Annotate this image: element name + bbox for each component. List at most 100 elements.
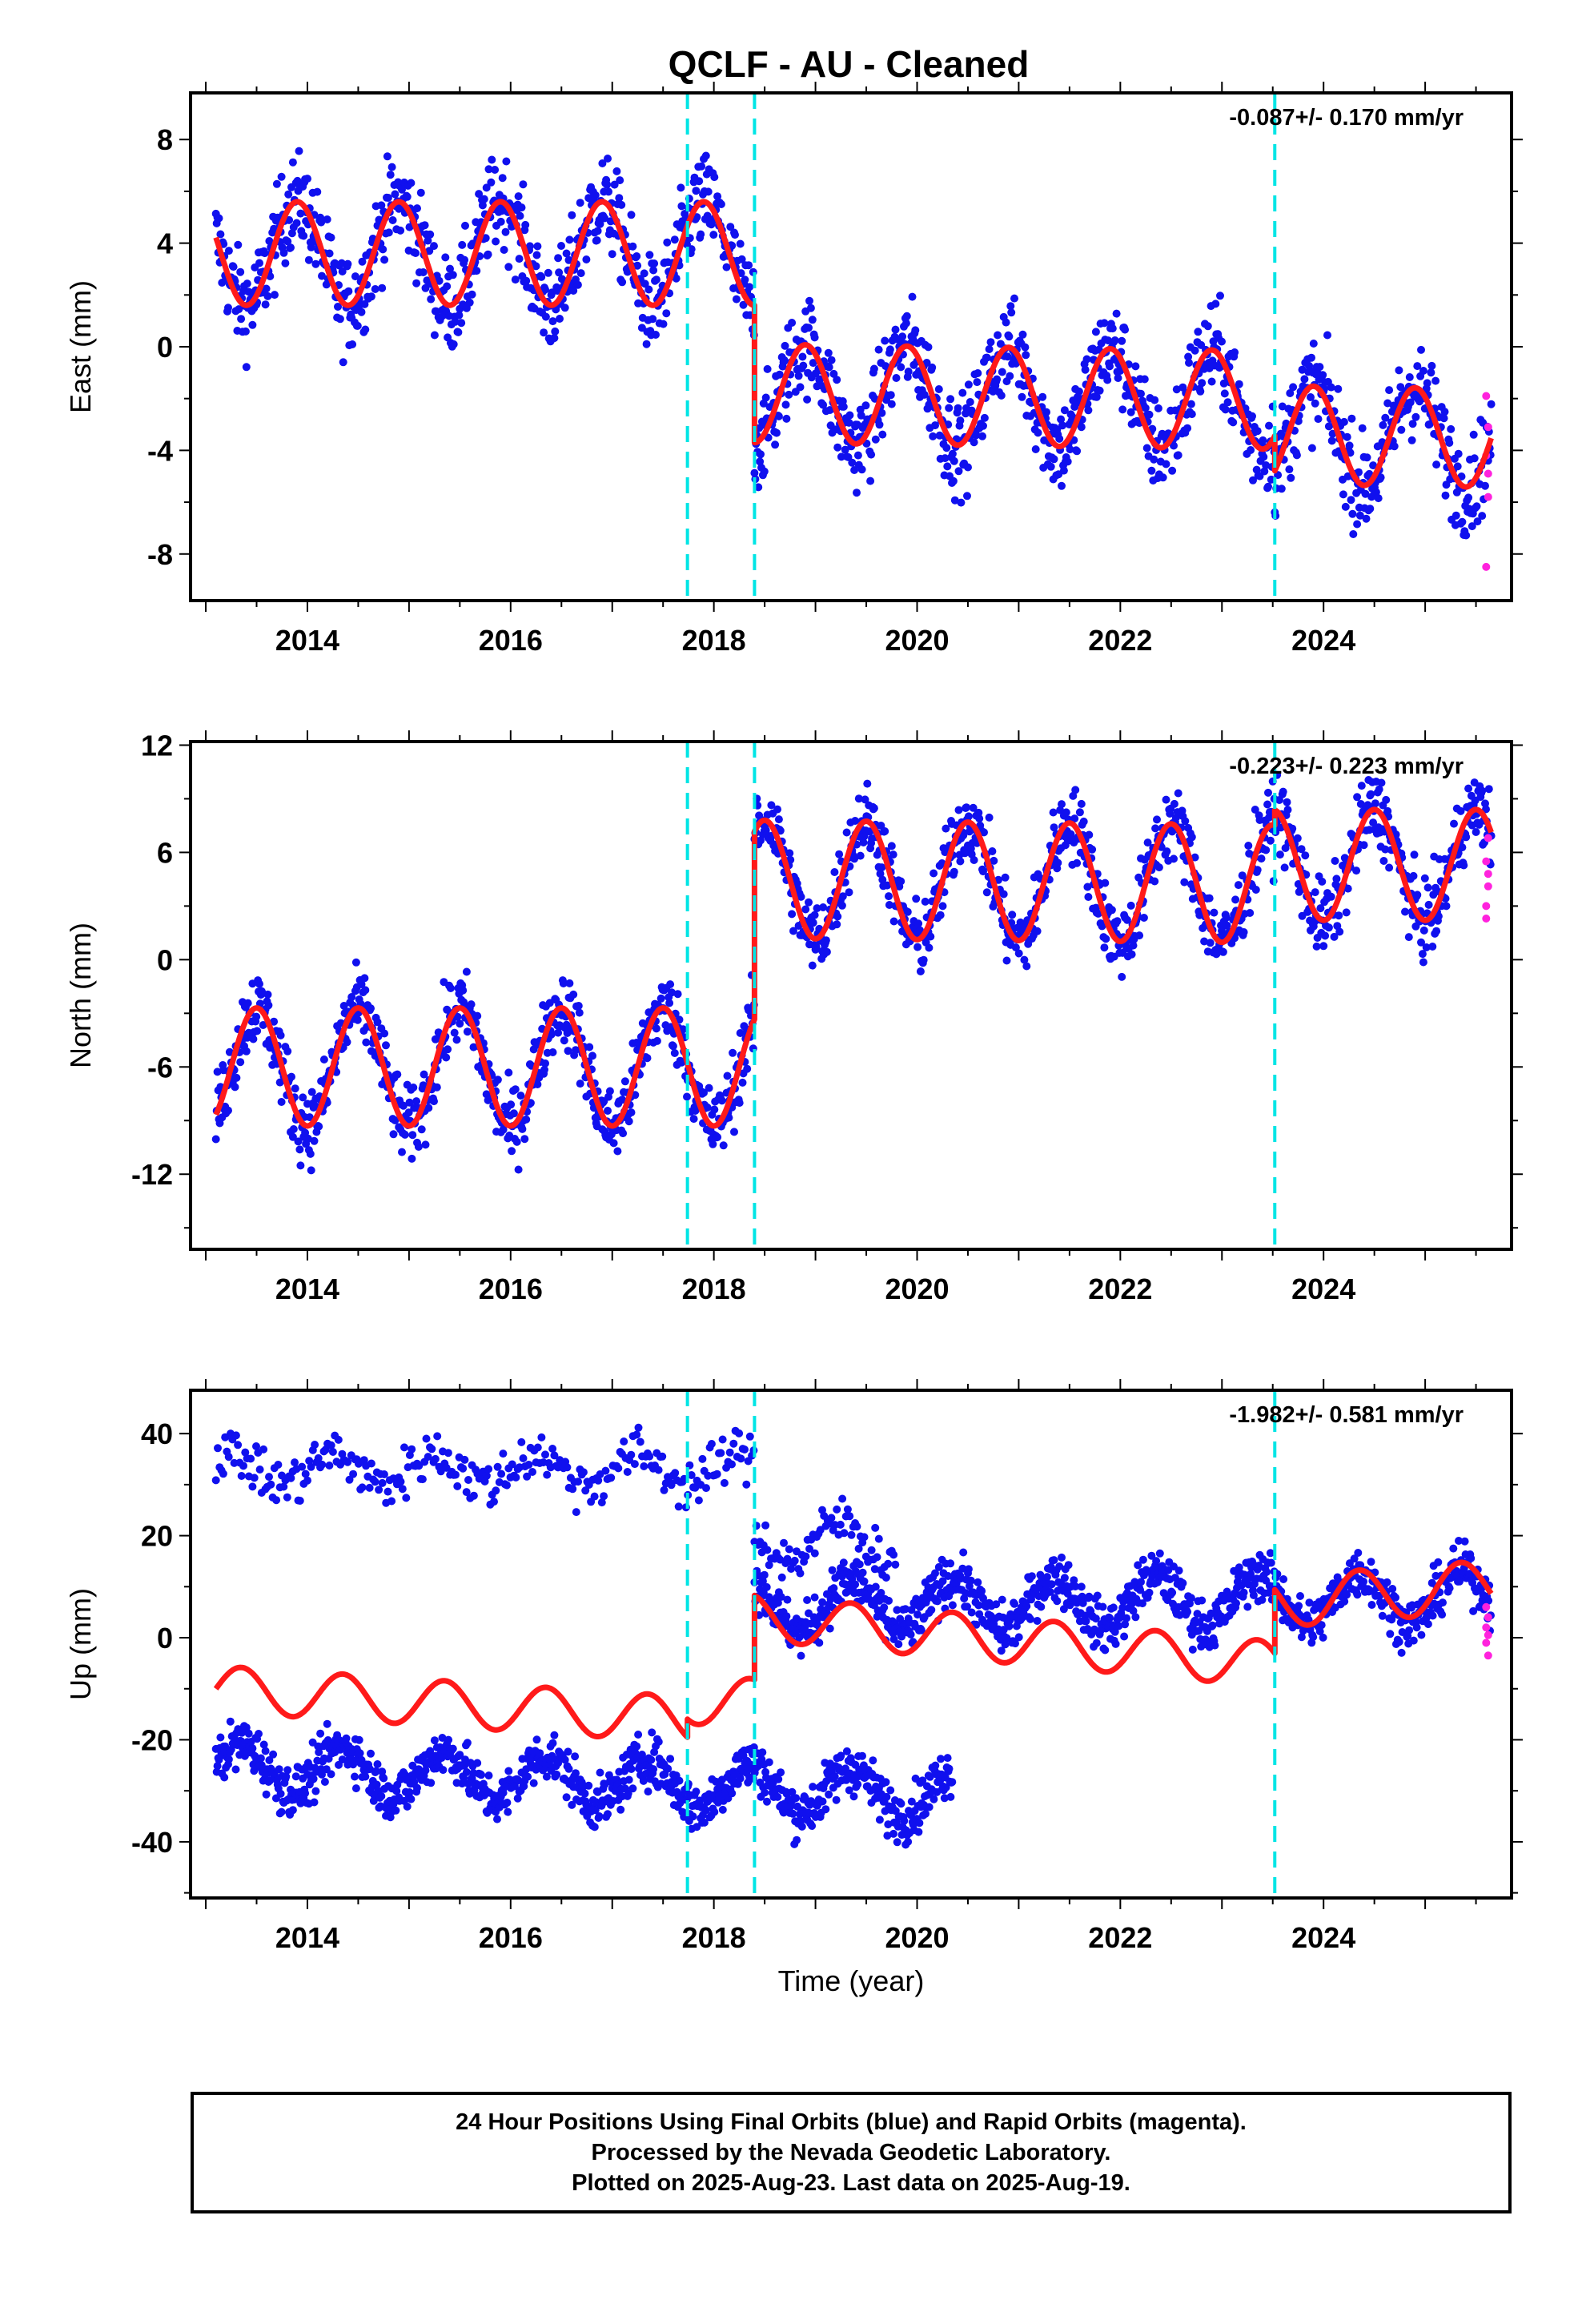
- east-x-tick-label: 2016: [479, 624, 543, 657]
- east-point: [383, 194, 392, 202]
- east-point: [704, 187, 713, 196]
- up-point: [1111, 1639, 1120, 1648]
- north-point: [253, 1027, 262, 1035]
- east-point: [1309, 340, 1318, 348]
- east-point: [857, 411, 865, 420]
- north-point: [522, 1115, 531, 1124]
- up-point: [921, 1809, 930, 1818]
- east-rapid-point: [1484, 469, 1492, 478]
- north-y-tick-label: -6: [147, 1051, 173, 1084]
- east-point: [717, 200, 725, 208]
- north-point: [1482, 805, 1490, 814]
- east-point: [857, 465, 866, 474]
- north-point: [845, 888, 853, 897]
- east-point: [867, 450, 876, 459]
- east-point: [1419, 367, 1427, 375]
- north-point: [975, 814, 984, 823]
- north-point: [311, 1101, 319, 1110]
- up-point: [355, 1735, 363, 1744]
- east-point: [554, 254, 563, 263]
- north-point: [576, 1080, 584, 1088]
- up-point: [837, 1751, 845, 1760]
- north-point: [926, 932, 935, 941]
- east-point: [763, 364, 772, 373]
- east-point: [1440, 408, 1449, 416]
- east-point: [260, 249, 269, 258]
- east-point: [550, 334, 559, 343]
- east-point: [897, 363, 905, 372]
- north-point: [564, 1047, 572, 1055]
- up-point: [265, 1756, 274, 1764]
- north-point: [343, 1038, 351, 1047]
- east-point: [945, 404, 954, 412]
- east-point: [986, 338, 995, 347]
- east-point: [1022, 351, 1030, 360]
- east-point: [1154, 404, 1162, 412]
- east-point: [377, 201, 386, 210]
- east-point: [427, 295, 436, 304]
- north-point: [1234, 881, 1243, 890]
- up-point: [1058, 1553, 1066, 1562]
- up-point: [851, 1580, 860, 1589]
- north-point: [518, 1124, 527, 1133]
- north-point: [1223, 921, 1231, 930]
- up-point: [825, 1624, 834, 1633]
- north-point: [1122, 915, 1131, 924]
- up-point: [818, 1797, 827, 1806]
- up-point: [882, 1792, 891, 1801]
- east-point: [357, 308, 366, 316]
- east-rapid-point: [1484, 423, 1492, 432]
- east-point: [869, 364, 878, 373]
- north-point: [1231, 895, 1240, 904]
- east-point: [722, 263, 731, 271]
- east-point: [454, 328, 463, 336]
- north-point: [315, 1122, 323, 1131]
- up-point: [1060, 1574, 1069, 1582]
- east-point: [460, 255, 469, 264]
- east-point: [519, 180, 528, 189]
- east-point: [1006, 372, 1014, 380]
- east-point: [898, 332, 907, 341]
- east-point: [1058, 421, 1066, 430]
- east-point: [562, 249, 571, 258]
- east-point: [1207, 377, 1216, 386]
- up-point: [689, 1812, 697, 1821]
- up-point: [564, 1764, 573, 1773]
- north-point: [1375, 785, 1383, 794]
- north-point: [588, 1051, 596, 1060]
- east-point: [386, 171, 395, 179]
- east-point: [709, 231, 718, 239]
- east-point: [472, 267, 481, 275]
- north-point: [283, 1047, 292, 1055]
- north-point: [574, 1002, 583, 1010]
- east-point: [757, 450, 765, 459]
- north-point: [735, 1099, 744, 1108]
- east-point: [1353, 520, 1362, 529]
- east-point: [388, 216, 397, 224]
- east-point: [288, 158, 297, 167]
- east-point: [1112, 309, 1121, 318]
- east-point: [292, 219, 301, 227]
- north-point: [627, 1108, 636, 1117]
- north-point: [493, 1076, 502, 1084]
- east-point: [731, 231, 739, 239]
- up-point: [524, 1772, 532, 1781]
- east-point: [1235, 380, 1243, 388]
- up-point: [1198, 1596, 1207, 1605]
- east-point: [1137, 389, 1145, 398]
- east-point: [819, 400, 828, 409]
- north-point: [970, 856, 978, 864]
- east-point: [1481, 481, 1489, 490]
- east-point: [216, 230, 225, 239]
- east-point: [1021, 343, 1030, 352]
- up-point: [371, 1767, 380, 1775]
- up-point: [351, 1784, 360, 1793]
- north-point: [1253, 866, 1262, 875]
- north-point: [1275, 850, 1284, 859]
- north-point: [263, 990, 272, 999]
- east-point: [407, 179, 416, 187]
- east-point: [1470, 454, 1479, 463]
- east-point: [1150, 396, 1159, 404]
- up-point: [964, 1565, 973, 1574]
